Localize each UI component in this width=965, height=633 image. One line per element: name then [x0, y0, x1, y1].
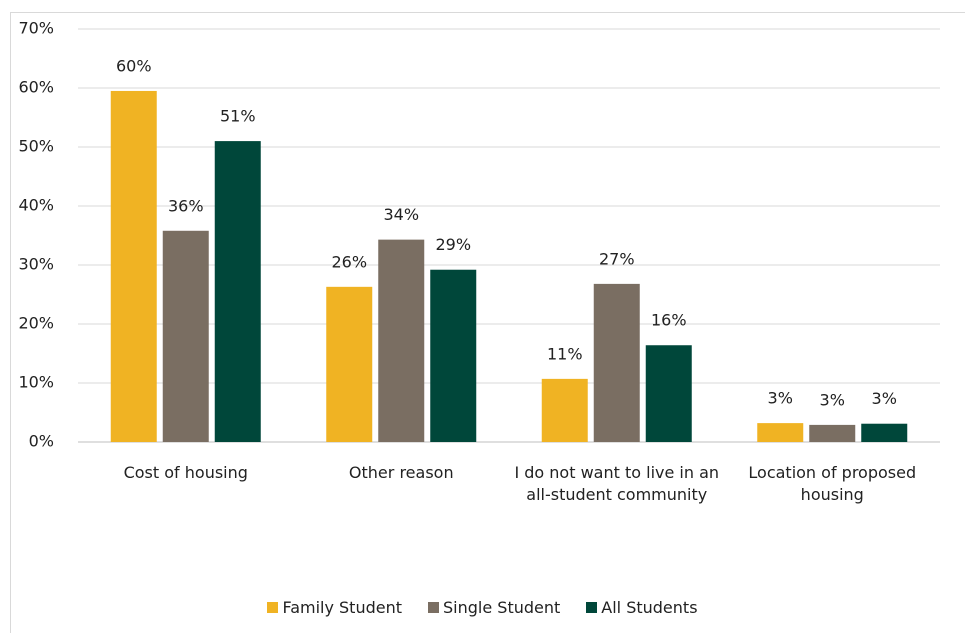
x-tick-label: Other reason — [348, 463, 454, 482]
bar — [809, 424, 856, 442]
y-tick-label: 30% — [18, 255, 54, 274]
legend-item: Family Student — [267, 598, 402, 617]
data-label: 16% — [651, 311, 687, 330]
bar — [430, 269, 477, 442]
data-label: 29% — [435, 235, 471, 254]
bar — [593, 283, 640, 442]
y-tick-label: 0% — [29, 432, 54, 451]
y-tick-label: 60% — [18, 78, 54, 97]
x-tick-label: Cost of housing — [123, 463, 248, 482]
y-tick-label: 50% — [18, 137, 54, 156]
x-tick-label: I do not want to live in an all-student … — [514, 463, 720, 504]
bar — [110, 90, 157, 442]
data-label: 26% — [331, 252, 367, 271]
data-label: 27% — [599, 249, 635, 268]
bar — [162, 230, 209, 442]
legend-swatch — [428, 602, 440, 613]
data-label: 3% — [872, 389, 897, 408]
bar — [541, 378, 588, 442]
legend-swatch — [586, 602, 598, 613]
y-tick-label: 70% — [18, 19, 54, 38]
bar — [326, 286, 373, 442]
y-tick-label: 10% — [18, 373, 54, 392]
data-label: 3% — [768, 389, 793, 408]
data-label: 36% — [168, 196, 204, 215]
bar — [645, 345, 692, 442]
bar — [378, 239, 425, 442]
bar — [214, 141, 261, 442]
legend-item: All Students — [586, 598, 698, 617]
x-tick-label: Location of proposed housing — [748, 463, 917, 504]
data-label: 60% — [116, 56, 152, 75]
y-tick-label: 40% — [18, 196, 54, 215]
legend-label: Family Student — [282, 598, 403, 617]
data-label: 34% — [383, 205, 419, 224]
data-label: 11% — [547, 344, 583, 363]
legend: Family Student Single Student All Students — [0, 598, 965, 617]
bar — [757, 423, 804, 442]
legend-label: Single Student — [443, 598, 561, 617]
legend-label: All Students — [601, 598, 698, 617]
legend-item: Single Student — [428, 598, 560, 617]
bar — [861, 423, 908, 442]
y-tick-label: 20% — [18, 314, 54, 333]
chart-border — [10, 12, 965, 633]
legend-swatch — [267, 602, 279, 613]
data-label: 51% — [220, 107, 256, 126]
data-label: 3% — [820, 390, 845, 409]
